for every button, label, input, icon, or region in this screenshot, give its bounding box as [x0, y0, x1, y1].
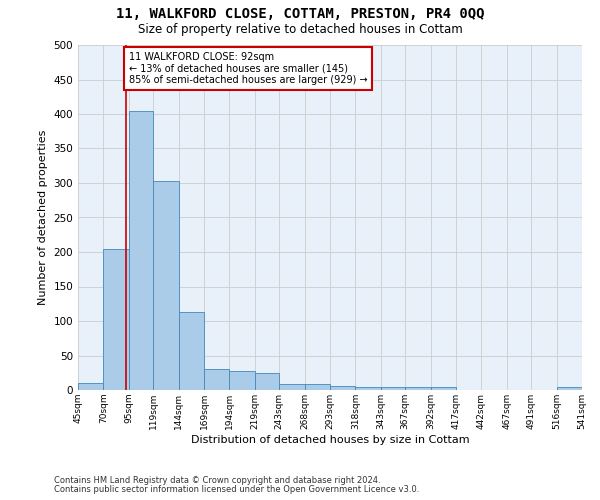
Text: Size of property relative to detached houses in Cottam: Size of property relative to detached ho…	[137, 22, 463, 36]
Bar	[255, 373, 279, 390]
Bar	[129, 110, 153, 390]
Bar	[557, 386, 582, 390]
Bar	[78, 383, 103, 390]
Bar	[229, 370, 255, 390]
Text: Contains public sector information licensed under the Open Government Licence v3: Contains public sector information licen…	[54, 485, 419, 494]
Bar	[330, 386, 355, 390]
Bar	[279, 384, 305, 390]
Bar	[355, 387, 381, 390]
Bar	[381, 387, 405, 390]
Bar	[405, 387, 431, 390]
Text: 11, WALKFORD CLOSE, COTTAM, PRESTON, PR4 0QQ: 11, WALKFORD CLOSE, COTTAM, PRESTON, PR4…	[116, 8, 484, 22]
Text: Contains HM Land Registry data © Crown copyright and database right 2024.: Contains HM Land Registry data © Crown c…	[54, 476, 380, 485]
Bar	[305, 384, 330, 390]
Bar	[153, 181, 179, 390]
Y-axis label: Number of detached properties: Number of detached properties	[38, 130, 48, 305]
X-axis label: Distribution of detached houses by size in Cottam: Distribution of detached houses by size …	[191, 434, 469, 444]
Bar	[179, 312, 204, 390]
Text: 11 WALKFORD CLOSE: 92sqm
← 13% of detached houses are smaller (145)
85% of semi-: 11 WALKFORD CLOSE: 92sqm ← 13% of detach…	[129, 52, 367, 85]
Bar	[103, 248, 129, 390]
Bar	[204, 370, 229, 390]
Bar	[431, 387, 456, 390]
